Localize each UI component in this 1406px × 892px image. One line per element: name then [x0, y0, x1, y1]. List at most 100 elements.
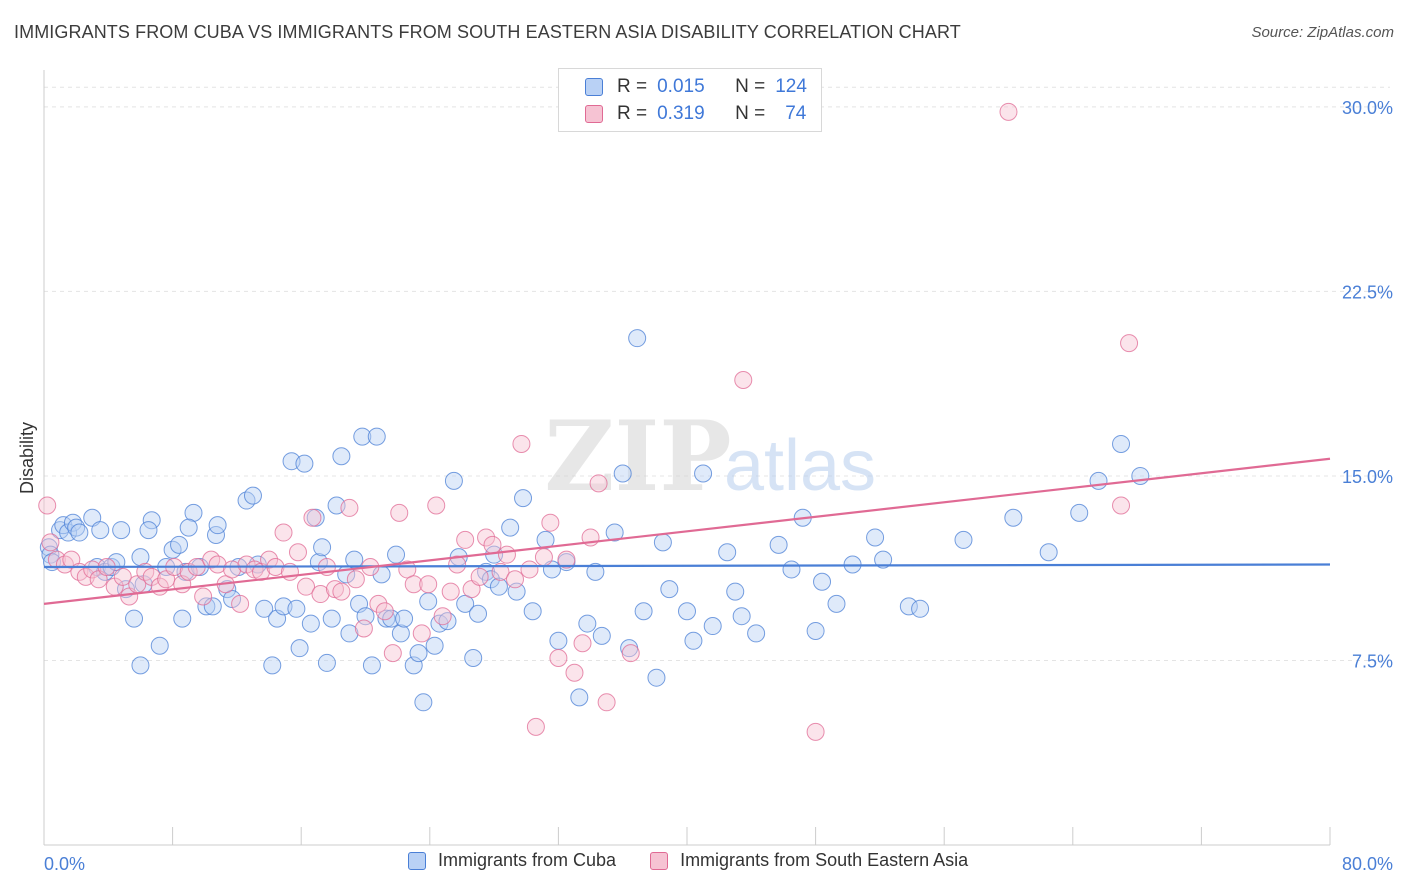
x-tick-label: 0.0%	[44, 854, 85, 874]
point-cuba	[63, 513, 82, 532]
stats-swatch-sea	[585, 105, 603, 123]
point-sea	[549, 649, 568, 668]
point-sea	[483, 535, 502, 554]
point-cuba	[243, 486, 262, 505]
point-cuba	[382, 609, 401, 628]
point-cuba	[367, 427, 386, 446]
point-sea	[369, 594, 388, 613]
stats-n-label: N =	[735, 103, 766, 124]
point-cuba	[438, 612, 457, 631]
point-cuba	[605, 523, 624, 542]
point-sea	[520, 560, 539, 579]
point-cuba	[362, 656, 381, 675]
point-sea	[505, 570, 524, 589]
point-cuba	[703, 617, 722, 636]
point-cuba	[255, 599, 274, 618]
point-cuba	[317, 653, 336, 672]
point-cuba	[395, 609, 414, 628]
legend-label-sea: Immigrants from South Eastern Asia	[680, 850, 969, 870]
point-sea	[303, 508, 322, 527]
legend-swatch-cuba	[408, 851, 426, 870]
y-tick-label: 30.0%	[1342, 98, 1393, 118]
point-sea	[412, 624, 431, 643]
point-cuba	[866, 528, 885, 547]
point-sea	[526, 717, 545, 736]
point-cuba	[769, 535, 788, 554]
point-cuba	[523, 602, 542, 621]
point-cuba	[827, 594, 846, 613]
point-cuba	[954, 530, 973, 549]
point-cuba	[718, 543, 737, 562]
point-cuba	[91, 521, 110, 540]
point-cuba	[419, 592, 438, 611]
point-cuba	[782, 560, 801, 579]
point-sea	[470, 567, 489, 586]
point-cuba	[747, 624, 766, 643]
point-sea	[311, 585, 330, 604]
point-cuba	[332, 447, 351, 466]
point-cuba	[1004, 508, 1023, 527]
point-cuba	[142, 511, 161, 530]
point-sea	[427, 496, 446, 515]
stats-swatch-cuba	[585, 78, 603, 96]
point-cuba	[409, 644, 428, 663]
point-cuba	[660, 580, 679, 599]
y-axis-title: Disability	[17, 422, 37, 494]
point-cuba	[197, 597, 216, 616]
point-cuba	[67, 518, 86, 537]
point-cuba	[1112, 434, 1131, 453]
point-cuba	[647, 668, 666, 687]
point-sea	[340, 498, 359, 517]
stats-n-label: N =	[735, 76, 766, 97]
point-sea	[477, 528, 496, 547]
point-cuba	[414, 693, 433, 712]
point-cuba	[131, 548, 150, 567]
point-cuba	[899, 597, 918, 616]
point-sea	[419, 575, 438, 594]
point-cuba	[501, 518, 520, 537]
point-cuba	[570, 688, 589, 707]
point-sea	[383, 644, 402, 663]
point-cuba	[391, 624, 410, 643]
point-cuba	[139, 521, 158, 540]
point-cuba	[549, 631, 568, 650]
point-sea	[223, 560, 242, 579]
point-cuba	[514, 489, 533, 508]
stats-r-value: 0.015	[657, 76, 705, 97]
point-cuba	[578, 614, 597, 633]
point-cuba	[263, 656, 282, 675]
point-sea	[1112, 496, 1131, 515]
point-sea	[297, 577, 316, 596]
point-sea	[83, 560, 102, 579]
point-cuba	[287, 599, 306, 618]
point-cuba	[290, 639, 309, 658]
stats-row-sea: R = 0.319 N = 74	[585, 102, 806, 126]
point-cuba	[592, 626, 611, 645]
point-sea	[534, 548, 553, 567]
trendline-cuba	[43, 563, 1331, 569]
point-sea	[573, 634, 592, 653]
point-sea	[806, 722, 825, 741]
point-cuba	[684, 631, 703, 650]
point-sea	[332, 582, 351, 601]
legend-label-cuba: Immigrants from Cuba	[438, 850, 617, 870]
point-cuba	[1039, 543, 1058, 562]
point-cuba	[125, 609, 144, 628]
stats-r-label: R =	[617, 103, 648, 124]
point-sea	[260, 550, 279, 569]
stats-box: R = 0.015 N = 124 R = 0.319 N = 74	[558, 68, 822, 132]
point-sea	[274, 523, 293, 542]
point-cuba	[874, 550, 893, 569]
point-cuba	[112, 521, 131, 540]
stats-r-value: 0.319	[657, 103, 705, 124]
point-sea	[497, 545, 516, 564]
point-cuba	[173, 609, 192, 628]
point-sea	[557, 550, 576, 569]
point-sea	[375, 602, 394, 621]
point-cuba	[184, 503, 203, 522]
point-sea	[113, 567, 132, 586]
point-sea	[231, 594, 250, 613]
point-sea	[346, 570, 365, 589]
point-sea	[41, 533, 60, 552]
point-sea	[491, 562, 510, 581]
